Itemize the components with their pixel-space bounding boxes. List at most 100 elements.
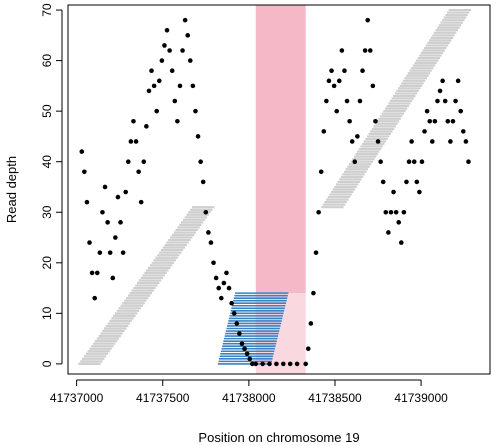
data-point xyxy=(352,159,358,164)
data-point xyxy=(164,27,170,33)
x-tick-label: 41737000 xyxy=(50,391,104,405)
data-point xyxy=(294,361,300,367)
data-point xyxy=(396,220,402,225)
data-point xyxy=(123,189,129,195)
data-point xyxy=(154,108,160,114)
data-point xyxy=(414,179,420,185)
data-point xyxy=(193,108,198,114)
data-point xyxy=(180,48,185,53)
data-point xyxy=(213,275,219,281)
data-point xyxy=(107,250,113,255)
data-point xyxy=(253,361,259,367)
data-point xyxy=(221,280,227,286)
data-point xyxy=(318,169,324,175)
data-point xyxy=(185,33,191,38)
x-axis: 41737000 41737500 41738000 41738500 41739000 xyxy=(50,379,448,405)
data-point xyxy=(287,361,293,367)
data-point xyxy=(339,48,345,53)
data-point xyxy=(198,159,203,164)
data-point xyxy=(136,169,141,175)
data-point xyxy=(349,139,355,144)
data-point xyxy=(226,285,232,291)
data-point xyxy=(445,118,451,124)
data-point xyxy=(156,78,162,84)
data-point xyxy=(427,118,433,124)
x-tick-label: 41738500 xyxy=(308,391,362,405)
data-point xyxy=(224,270,229,276)
data-point xyxy=(159,58,165,63)
data-point xyxy=(190,83,196,89)
x-tick-label: 41738000 xyxy=(222,391,276,405)
data-point xyxy=(169,68,175,74)
data-point xyxy=(331,83,337,89)
data-point xyxy=(453,98,458,104)
data-point xyxy=(362,48,368,53)
y-tick-label: 0 xyxy=(40,360,54,367)
data-point xyxy=(450,118,456,124)
y-axis: 0 10 20 30 40 50 60 70 xyxy=(40,3,63,367)
data-point xyxy=(281,361,286,367)
data-point xyxy=(417,189,422,195)
data-point xyxy=(409,139,414,144)
data-point xyxy=(375,139,381,144)
data-point xyxy=(167,48,172,53)
y-tick-label: 30 xyxy=(40,205,54,219)
data-point xyxy=(386,230,391,235)
data-point xyxy=(138,199,144,205)
data-point xyxy=(102,184,108,190)
x-tick-label: 41737500 xyxy=(136,391,190,405)
data-point xyxy=(463,139,469,144)
data-point xyxy=(211,260,216,266)
data-point xyxy=(195,134,201,139)
data-point xyxy=(442,98,448,104)
data-point xyxy=(344,98,350,104)
data-point xyxy=(360,68,365,74)
data-point xyxy=(380,179,386,185)
data-point xyxy=(393,209,399,215)
data-point xyxy=(141,159,147,164)
data-point xyxy=(89,270,95,276)
data-point xyxy=(229,300,234,306)
data-point xyxy=(404,179,409,185)
data-point xyxy=(365,17,371,23)
read-segments-blue xyxy=(217,292,289,365)
data-point xyxy=(118,220,123,225)
data-point xyxy=(133,139,139,144)
data-point xyxy=(367,48,373,53)
data-point xyxy=(461,129,466,134)
y-tick-label: 10 xyxy=(40,306,54,320)
data-point xyxy=(187,58,193,63)
x-axis-title: Position on chromosome 19 xyxy=(198,430,359,445)
depth-points xyxy=(79,17,471,367)
data-point xyxy=(239,341,245,346)
data-point xyxy=(125,159,131,164)
data-point xyxy=(149,68,154,74)
y-tick-label: 40 xyxy=(40,155,54,169)
data-point xyxy=(422,129,427,134)
data-point xyxy=(151,83,157,89)
data-point xyxy=(355,134,360,139)
data-point xyxy=(131,118,136,124)
data-point xyxy=(182,17,188,23)
data-point xyxy=(316,209,321,215)
data-point xyxy=(113,235,118,240)
data-point xyxy=(206,230,211,235)
data-point xyxy=(398,240,404,245)
data-point xyxy=(466,159,471,164)
y-tick-label: 50 xyxy=(40,104,54,118)
data-point xyxy=(391,189,396,195)
data-point xyxy=(419,159,425,164)
data-point xyxy=(321,129,327,134)
y-axis-title: Read depth xyxy=(4,156,19,223)
data-point xyxy=(357,98,363,104)
y-tick-label: 20 xyxy=(40,256,54,270)
data-point xyxy=(200,179,206,185)
data-point xyxy=(144,124,149,129)
data-point xyxy=(100,209,105,215)
data-point xyxy=(260,361,265,367)
data-point xyxy=(175,118,180,124)
data-point xyxy=(94,270,100,276)
data-point xyxy=(324,98,329,104)
data-point xyxy=(244,351,250,357)
